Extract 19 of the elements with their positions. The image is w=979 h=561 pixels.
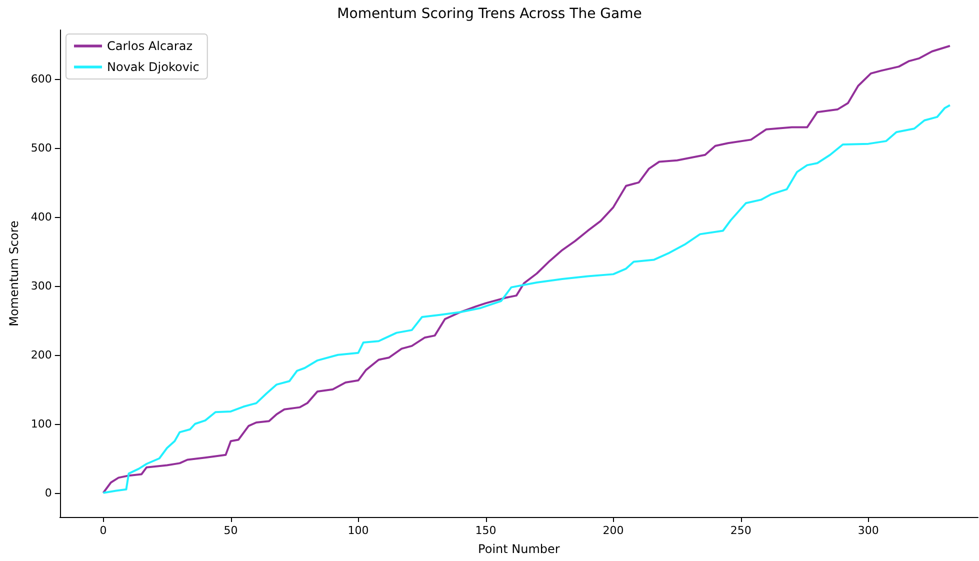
x-axis-title: Point Number — [478, 542, 560, 556]
x-tick-label: 300 — [858, 524, 879, 537]
y-axis-title: Momentum Score — [7, 220, 21, 326]
y-tick-label: 600 — [30, 72, 52, 86]
x-tick-label: 100 — [348, 524, 369, 537]
y-tick-label: 0 — [44, 486, 52, 500]
x-tick-label: 200 — [602, 524, 624, 537]
x-tick-label: 150 — [475, 524, 496, 537]
y-tick-label: 400 — [30, 210, 52, 224]
legend-label: Novak Djokovic — [107, 60, 200, 74]
x-tick-label: 0 — [100, 524, 107, 537]
y-tick-label: 200 — [30, 348, 52, 362]
chart-title: Momentum Scoring Trens Across The Game — [337, 6, 642, 22]
y-tick-label: 100 — [30, 417, 52, 430]
x-tick-label: 250 — [730, 524, 752, 537]
legend-label: Carlos Alcaraz — [107, 39, 192, 53]
y-tick-label: 300 — [30, 279, 52, 292]
y-tick-label: 500 — [30, 141, 52, 154]
x-tick-label: 50 — [224, 524, 238, 537]
